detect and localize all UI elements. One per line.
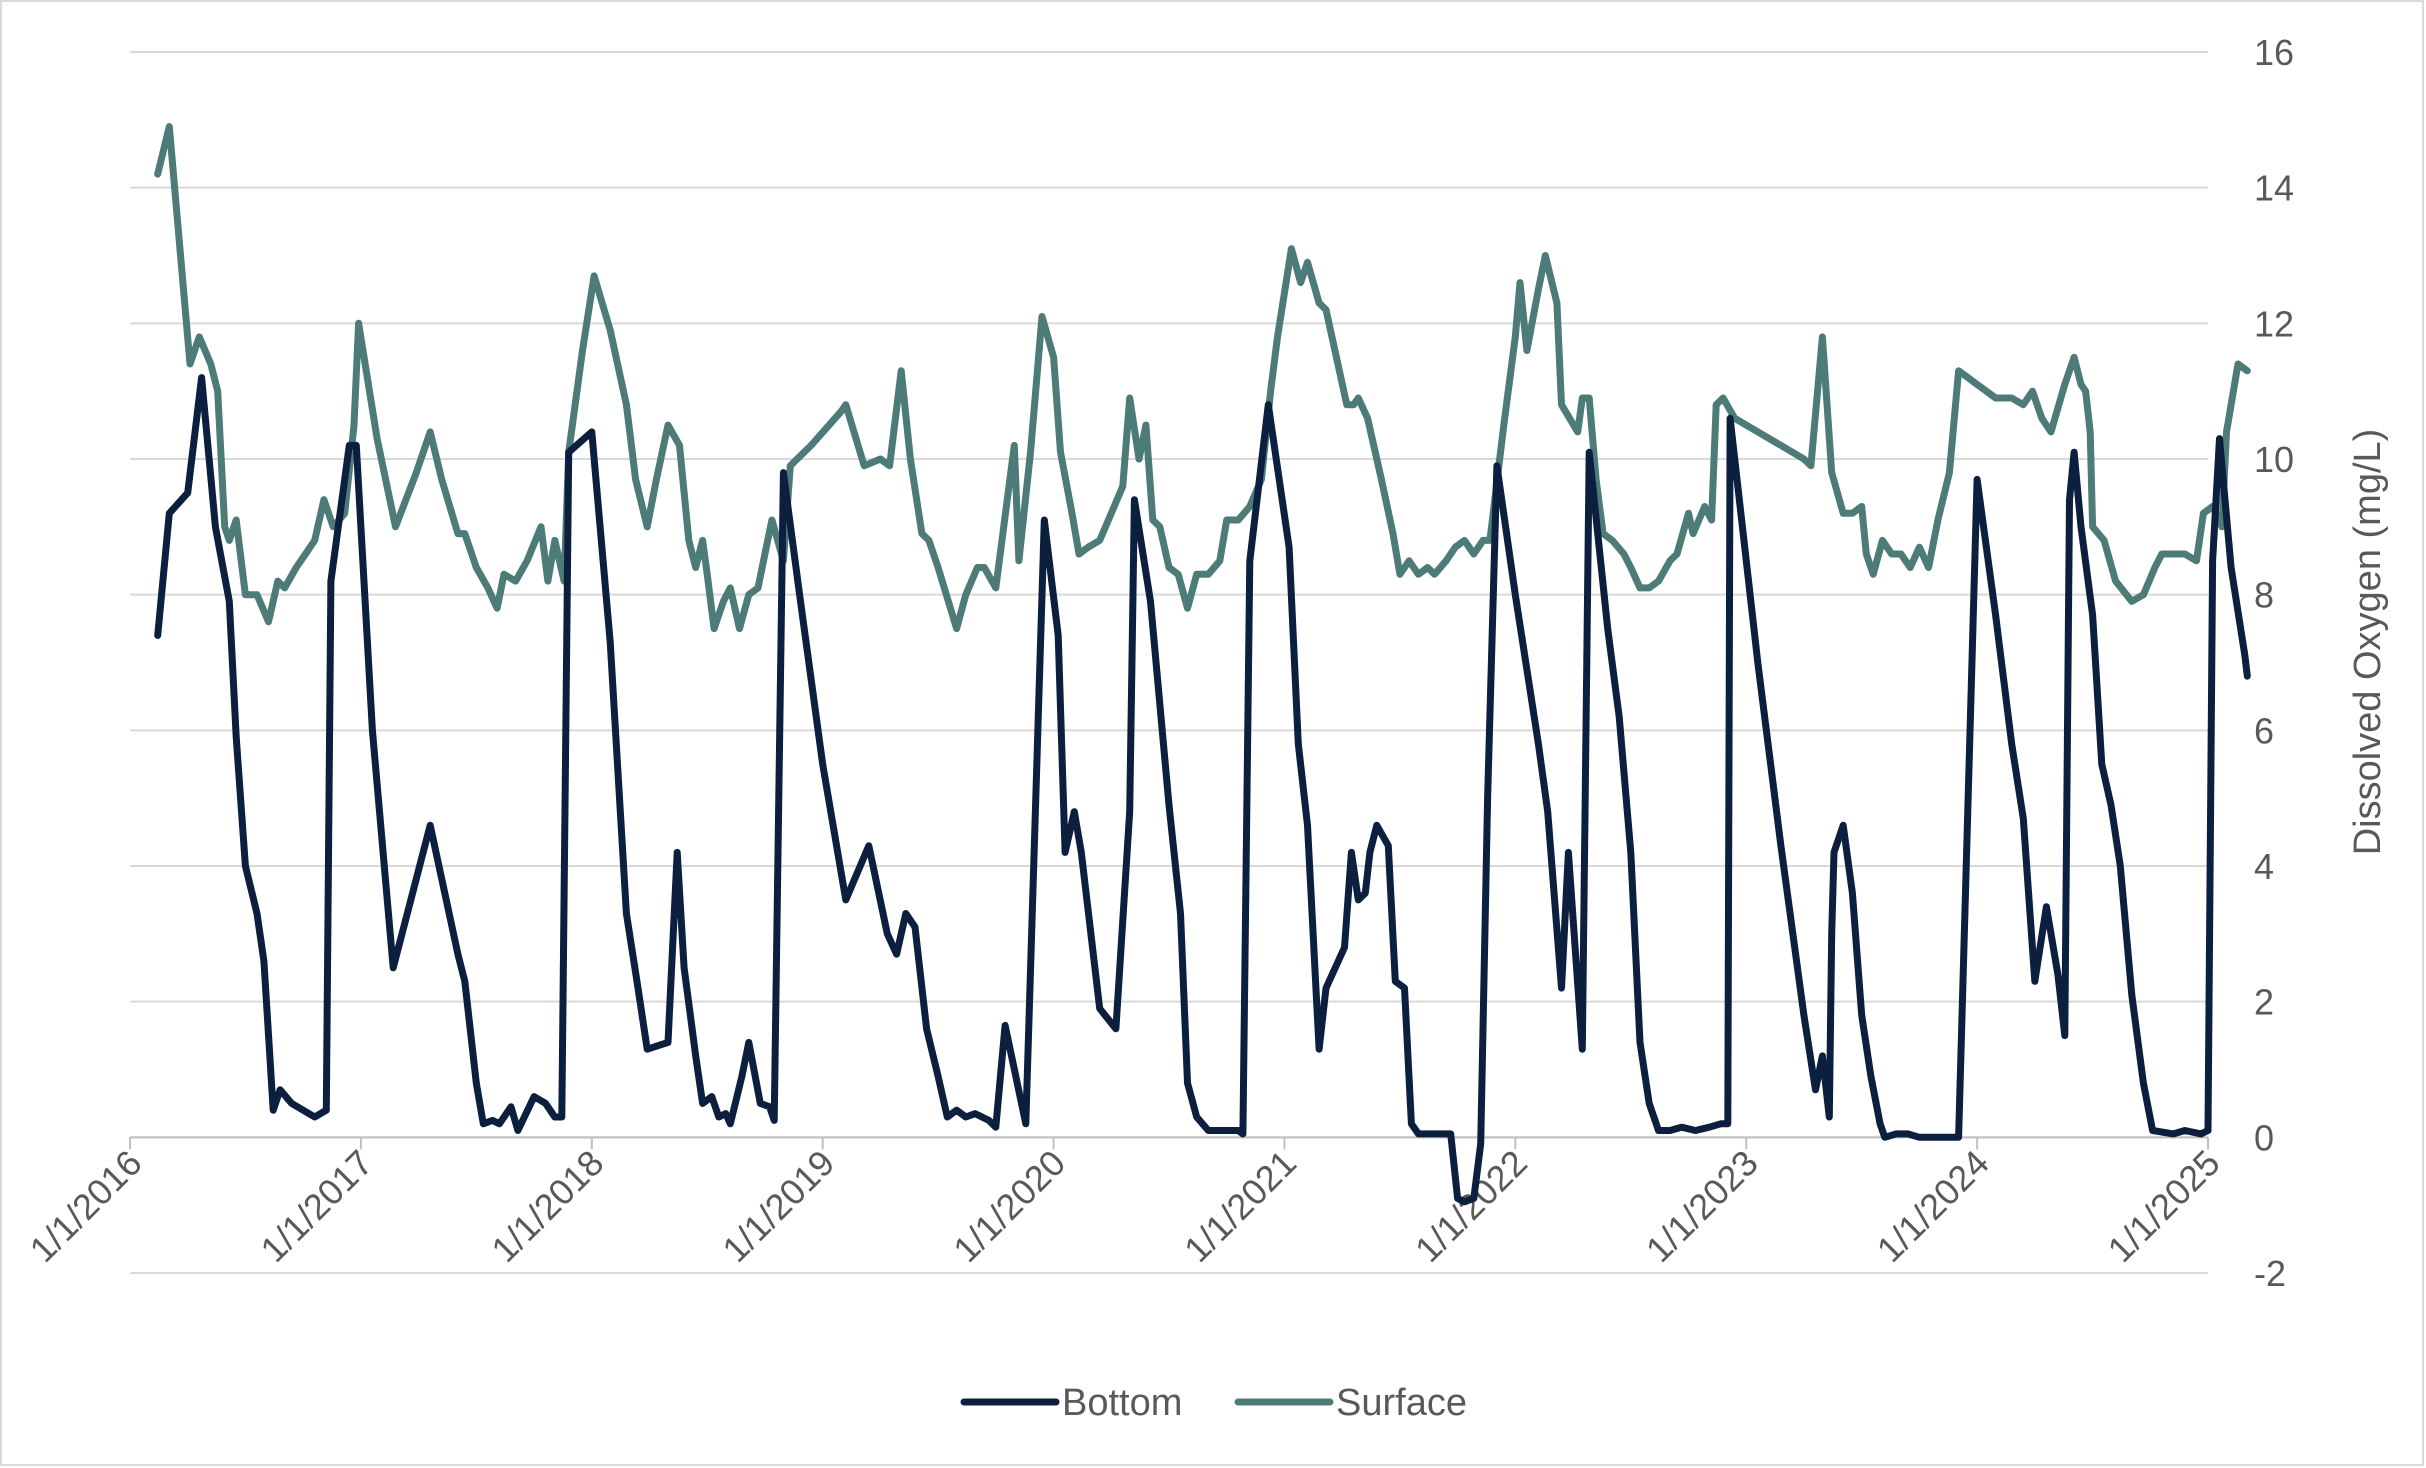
- y-tick-label: 14: [2254, 168, 2294, 209]
- y-tick-label: 6: [2254, 710, 2274, 751]
- x-axis-ticks: 1/1/2016 1/1/2017 1/1/2018 1/1/2019 1/1/2020…: [22, 1142, 2228, 1270]
- y-tick-label: 2: [2254, 982, 2274, 1023]
- legend-label-surface: Surface: [1336, 1382, 1467, 1424]
- series-lines: [154, 123, 2251, 1206]
- x-tick-label: 1/1/2024: [1869, 1142, 1997, 1270]
- x-tick-label: 1/1/2025: [2100, 1142, 2228, 1270]
- y-tick-label: 16: [2254, 32, 2294, 73]
- series-line-bottom: [154, 374, 2251, 1206]
- y-tick-label: 12: [2254, 303, 2294, 344]
- x-tick-label: 1/1/2017: [252, 1142, 380, 1270]
- x-tick-label: 1/1/2023: [1638, 1142, 1766, 1270]
- y-tick-label: 8: [2254, 575, 2274, 616]
- x-tick-label: 1/1/2022: [1407, 1142, 1535, 1270]
- y-axis-title: Dissolved Oxygen (mg/L): [2347, 429, 2389, 856]
- x-tick-label: 1/1/2019: [714, 1142, 842, 1270]
- y-tick-label: -2: [2254, 1253, 2286, 1294]
- x-axis: [129, 1136, 2209, 1150]
- series-line-surface: [154, 123, 2251, 633]
- y-tick-label: 10: [2254, 439, 2294, 480]
- x-tick-label: 1/1/2020: [945, 1142, 1073, 1270]
- y-tick-label: 4: [2254, 846, 2274, 887]
- gridlines: [130, 51, 2208, 1274]
- x-tick-label: 1/1/2021: [1176, 1142, 1304, 1270]
- x-tick-label: 1/1/2018: [483, 1142, 611, 1270]
- y-axis-ticks: -2 0 2 4 6 8 10 12 14 16: [2254, 32, 2294, 1294]
- y-tick-label: 0: [2254, 1117, 2274, 1158]
- legend-label-bottom: Bottom: [1062, 1382, 1182, 1424]
- x-tick-label: 1/1/2016: [22, 1142, 150, 1270]
- legend: Bottom Surface: [960, 1382, 1467, 1424]
